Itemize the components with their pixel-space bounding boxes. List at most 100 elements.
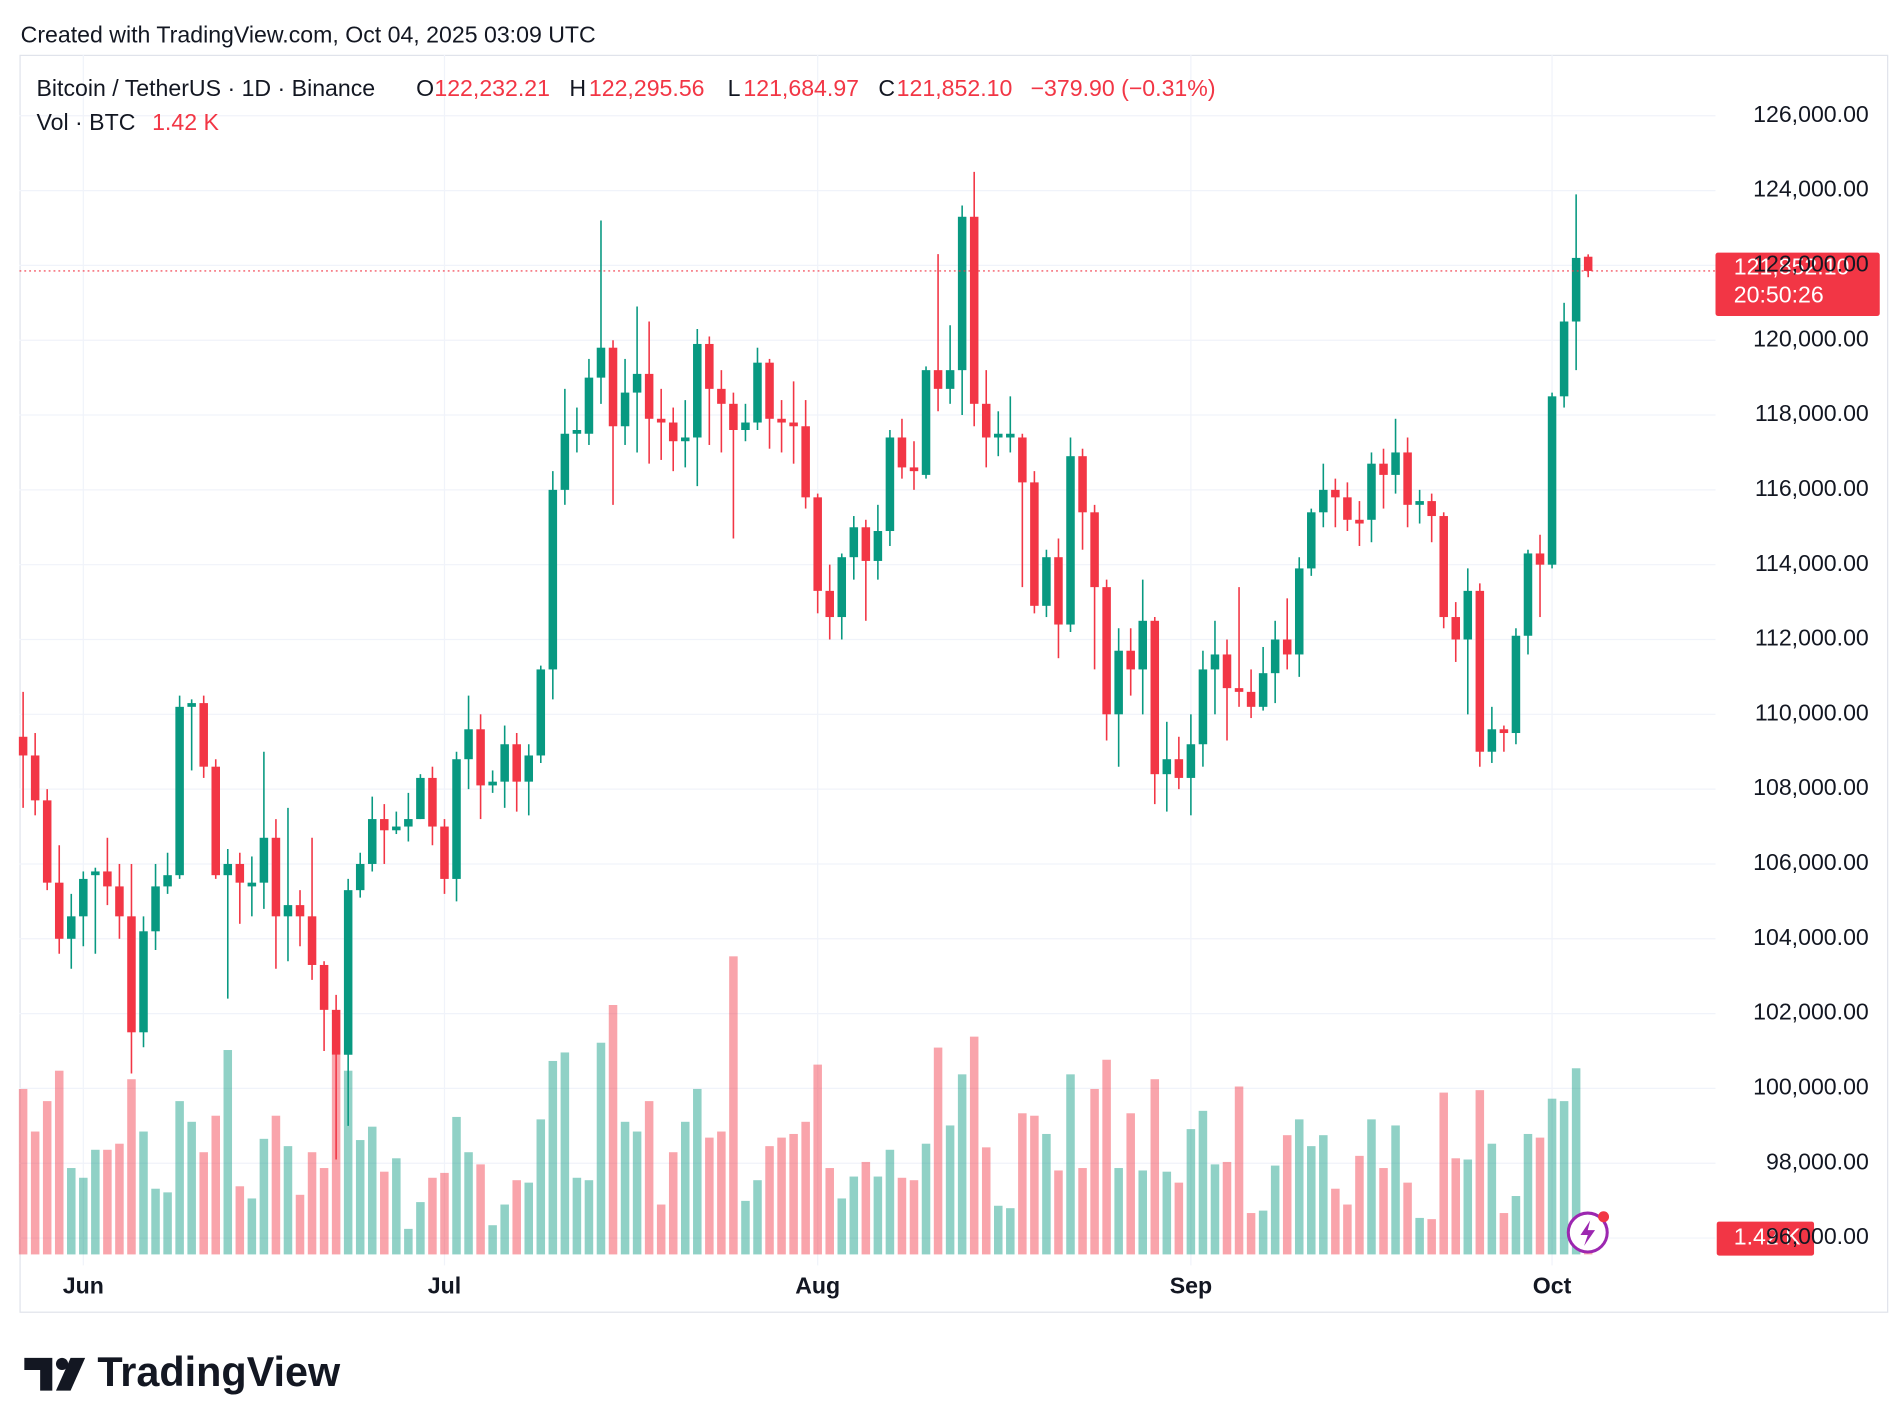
- candle-body: [1258, 673, 1268, 707]
- candle-body: [548, 489, 558, 670]
- candle-body: [705, 343, 714, 389]
- candle-body: [801, 426, 810, 498]
- volume-bar: [1018, 1113, 1027, 1255]
- volume-bar: [1307, 1146, 1316, 1255]
- y-tick-label: 104,000.00: [1753, 924, 1869, 950]
- volume-bar: [1319, 1135, 1328, 1255]
- alert-icon[interactable]: [1566, 1211, 1610, 1254]
- candle-body: [1415, 501, 1424, 505]
- volume-bar: [548, 1060, 558, 1255]
- candle-body: [18, 736, 28, 756]
- volume-value: 1.42 K: [152, 109, 219, 135]
- candle-body: [680, 437, 690, 442]
- volume-bar: [813, 1064, 822, 1255]
- candle-body: [1294, 568, 1304, 655]
- volume-bar: [151, 1188, 160, 1255]
- candle-body: [79, 878, 88, 917]
- candle-body: [765, 362, 774, 419]
- y-tick-label: 102,000.00: [1753, 999, 1869, 1025]
- volume-bar: [994, 1205, 1003, 1255]
- volume-bar: [512, 1180, 521, 1255]
- candle-body: [1270, 639, 1280, 674]
- volume-bar: [921, 1143, 931, 1255]
- candle-body: [1487, 729, 1497, 752]
- candle-body: [1222, 654, 1232, 689]
- volume-bar: [452, 1116, 461, 1255]
- candle-body: [416, 777, 425, 820]
- y-tick-label: 112,000.00: [1755, 625, 1869, 651]
- volume-bar: [1066, 1074, 1075, 1255]
- candle-body: [994, 433, 1003, 438]
- volume-bar: [500, 1204, 509, 1255]
- candle-body: [560, 433, 570, 490]
- candle-body: [849, 527, 859, 558]
- volume-bar: [1559, 1101, 1569, 1255]
- logo-mark: [55, 1357, 86, 1391]
- candle-body: [933, 370, 943, 389]
- volume-bar: [343, 1070, 353, 1255]
- ohlc-letter: C: [878, 75, 895, 101]
- candle-body: [873, 531, 883, 561]
- candle-body: [1090, 512, 1099, 588]
- candle-body: [608, 347, 618, 427]
- volume-bar: [1415, 1217, 1424, 1255]
- candle-body: [1511, 635, 1521, 734]
- y-tick-label: 114,000.00: [1755, 550, 1869, 576]
- candle-body: [199, 703, 208, 767]
- candle-body: [1150, 620, 1160, 775]
- volume-bar: [1331, 1188, 1340, 1255]
- volume-bar: [837, 1198, 847, 1255]
- candle-body: [54, 882, 64, 939]
- volume-bar: [1054, 1170, 1063, 1255]
- candle-body: [512, 744, 521, 782]
- candle-body: [777, 418, 786, 423]
- created-note: Created with TradingView.com, Oct 04, 20…: [21, 22, 596, 48]
- candle-body: [175, 706, 184, 876]
- volume-bar: [981, 1147, 991, 1255]
- volume-bar: [1403, 1182, 1412, 1255]
- volume-bar: [367, 1126, 377, 1255]
- candle-body: [1210, 654, 1220, 670]
- y-tick-label: 100,000.00: [1753, 1074, 1869, 1100]
- candle-body: [1343, 497, 1352, 520]
- volume-bar: [1078, 1168, 1087, 1255]
- candle-body: [1138, 620, 1147, 670]
- volume-bar: [1162, 1171, 1172, 1255]
- ohlc-letter: H: [569, 75, 586, 101]
- candle-body: [620, 392, 630, 427]
- y-tick-label: 122,000.00: [1753, 251, 1869, 277]
- candle-body: [404, 819, 413, 827]
- candle-body: [1319, 489, 1328, 513]
- volume-bar: [1270, 1165, 1280, 1255]
- volume-bar: [524, 1182, 534, 1255]
- y-tick-label: 124,000.00: [1753, 176, 1869, 202]
- y-tick-label: 126,000.00: [1753, 101, 1869, 127]
- y-tick-label: 108,000.00: [1753, 774, 1869, 800]
- y-tick-label: 116,000.00: [1755, 475, 1869, 501]
- volume-bar: [536, 1119, 546, 1255]
- candle-body: [476, 729, 485, 786]
- volume-bar: [897, 1177, 907, 1255]
- candle-body: [259, 837, 269, 883]
- volume-bar: [1042, 1133, 1051, 1255]
- volume-bar: [765, 1146, 774, 1255]
- candle-body: [392, 826, 401, 831]
- volume-bar: [1379, 1168, 1388, 1255]
- volume-bar: [572, 1177, 582, 1255]
- candle-body: [536, 669, 546, 756]
- candle-body: [981, 403, 991, 438]
- candle-body: [127, 916, 136, 1033]
- candle-body: [428, 777, 437, 827]
- candle-body: [729, 403, 738, 431]
- volume-bar: [1210, 1164, 1220, 1255]
- volume-bar: [1282, 1135, 1292, 1255]
- candle-body: [957, 216, 967, 371]
- candle-body: [861, 527, 871, 561]
- volume-bar: [1138, 1170, 1147, 1255]
- candle-body: [1547, 396, 1557, 565]
- x-tick-label: Aug: [795, 1272, 840, 1298]
- volume-bar: [175, 1101, 184, 1255]
- volume-bar: [885, 1149, 895, 1255]
